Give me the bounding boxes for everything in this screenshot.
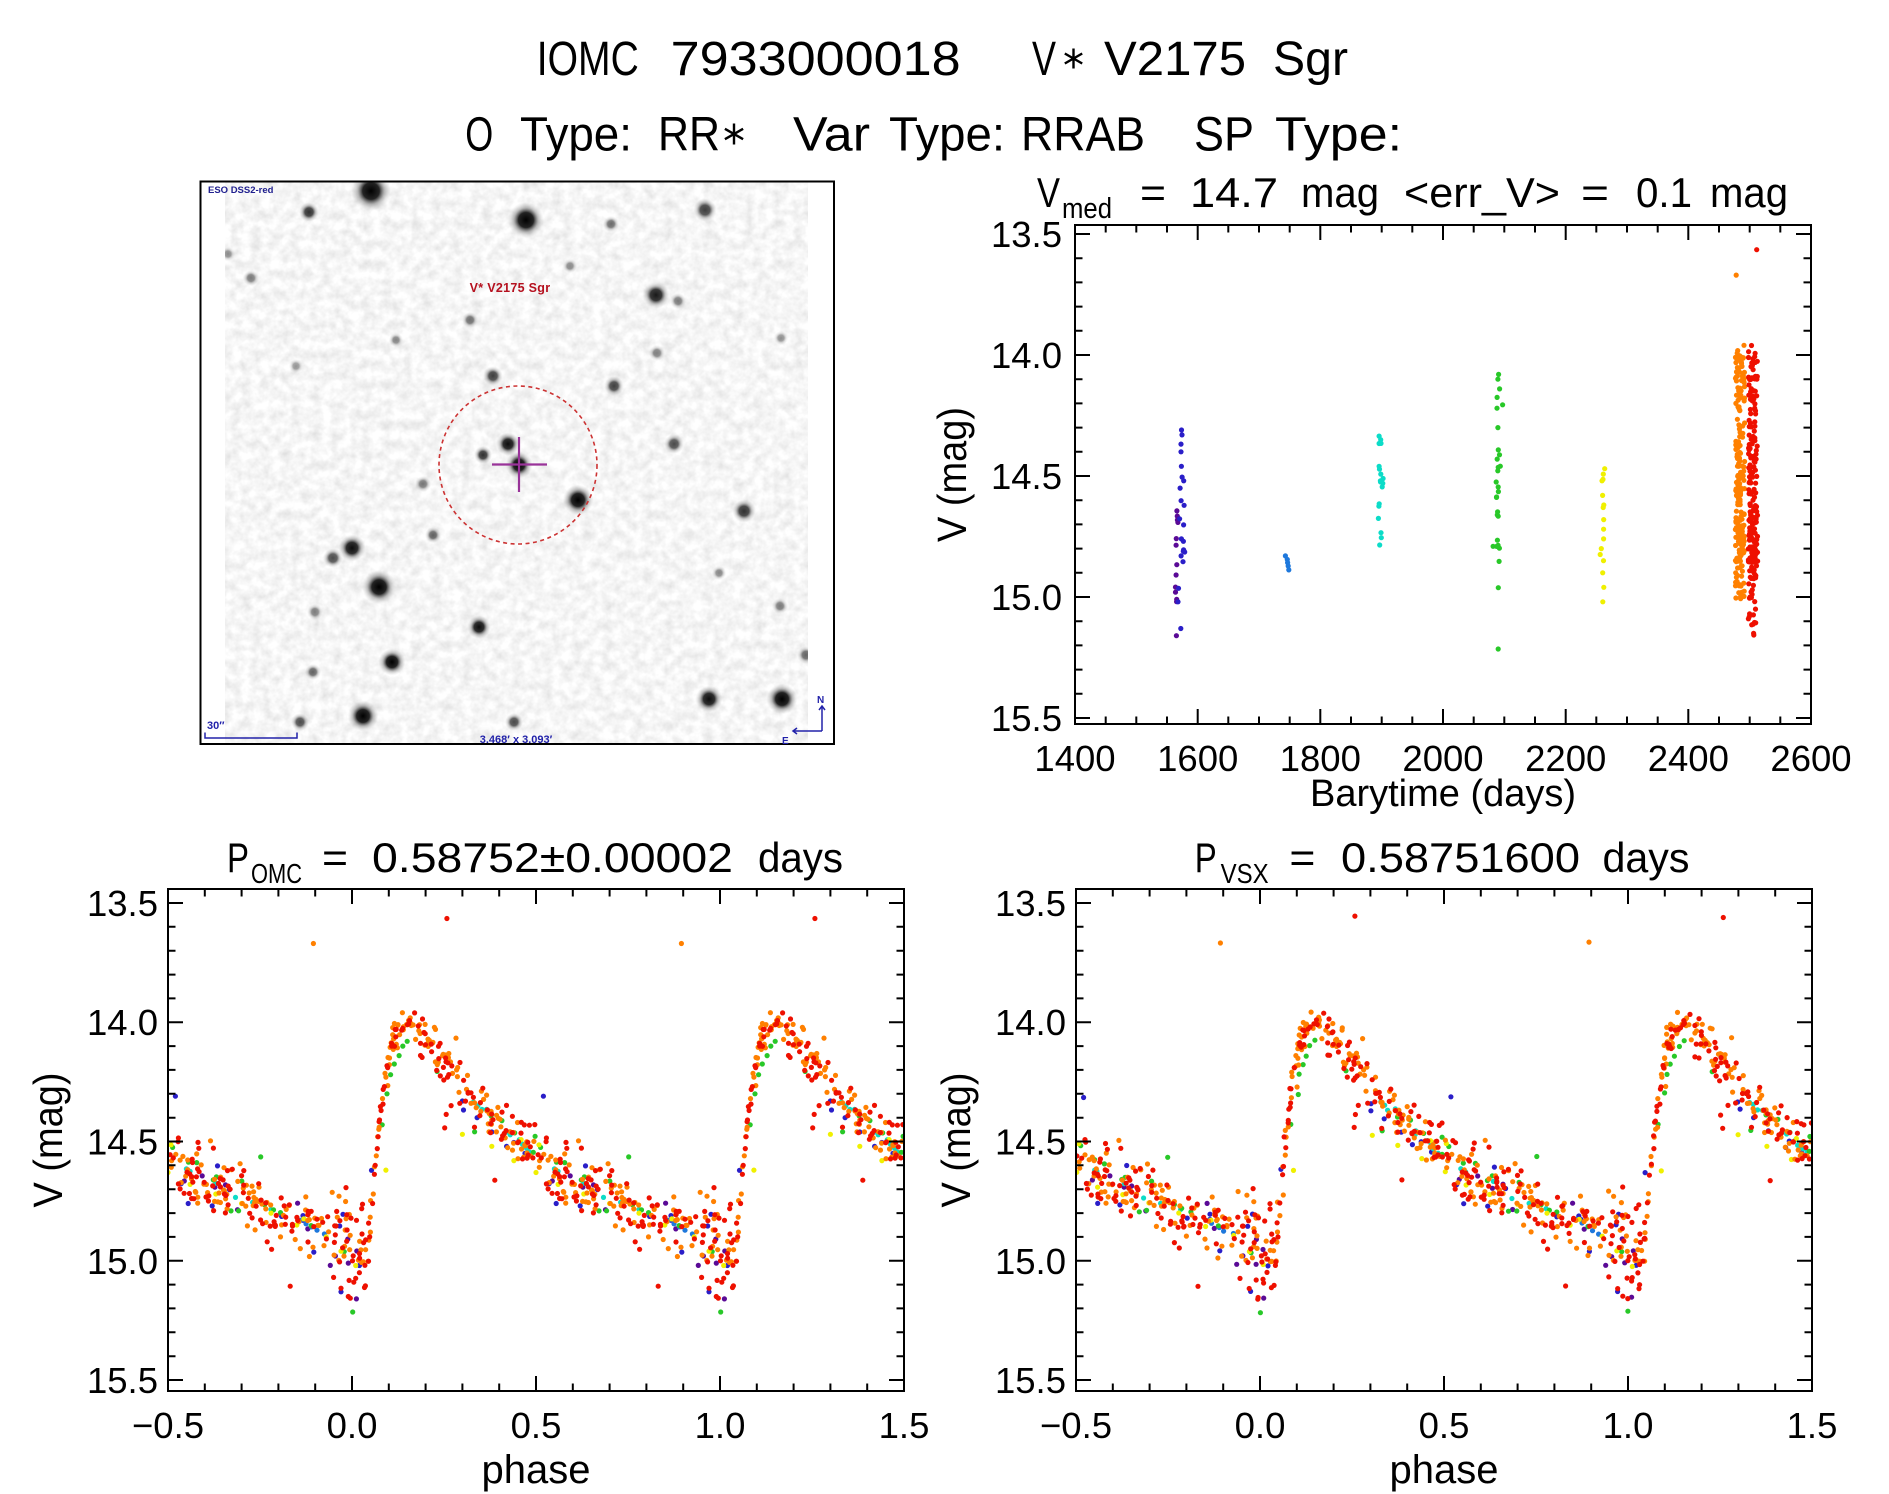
svg-text:14.0: 14.0 bbox=[87, 1002, 158, 1043]
svg-text:days: days bbox=[1603, 834, 1690, 881]
svg-text:phase: phase bbox=[1390, 1448, 1499, 1492]
svg-text:V: V bbox=[1037, 169, 1060, 216]
svg-text:0.1: 0.1 bbox=[1636, 169, 1692, 216]
svg-text:RRAB: RRAB bbox=[1021, 109, 1145, 162]
svg-text:0.5: 0.5 bbox=[1419, 1405, 1470, 1446]
svg-text:1600: 1600 bbox=[1157, 738, 1238, 779]
svg-text:0.58752±0.00002: 0.58752±0.00002 bbox=[372, 834, 733, 881]
svg-text:0.58751600: 0.58751600 bbox=[1341, 834, 1580, 881]
svg-text:phase: phase bbox=[482, 1448, 591, 1492]
svg-text:2000: 2000 bbox=[1402, 738, 1483, 779]
svg-text:0.0: 0.0 bbox=[327, 1405, 378, 1446]
svg-text:13.5: 13.5 bbox=[991, 214, 1062, 255]
svg-text:3.468′ x 3.093′: 3.468′ x 3.093′ bbox=[480, 734, 553, 746]
svg-text:Var: Var bbox=[793, 109, 870, 162]
svg-text:−0.5: −0.5 bbox=[1040, 1405, 1112, 1446]
svg-text:2600: 2600 bbox=[1770, 738, 1851, 779]
svg-text:V: V bbox=[1032, 33, 1056, 86]
svg-text:=: = bbox=[1581, 169, 1609, 216]
svg-text:mag: mag bbox=[1710, 169, 1788, 216]
svg-text:P: P bbox=[1195, 834, 1217, 881]
svg-text:1800: 1800 bbox=[1280, 738, 1361, 779]
svg-text:1400: 1400 bbox=[1034, 738, 1115, 779]
svg-text:14.0: 14.0 bbox=[995, 1002, 1066, 1043]
svg-text:13.5: 13.5 bbox=[87, 883, 158, 924]
svg-text:VSX: VSX bbox=[1221, 858, 1269, 889]
svg-text:14.0: 14.0 bbox=[991, 335, 1062, 376]
svg-text:Sgr: Sgr bbox=[1273, 33, 1348, 86]
svg-text:=: = bbox=[1289, 834, 1315, 881]
svg-text:2200: 2200 bbox=[1525, 738, 1606, 779]
svg-text:Type:: Type: bbox=[520, 109, 632, 162]
svg-text:14.5: 14.5 bbox=[995, 1122, 1066, 1163]
svg-text:15.5: 15.5 bbox=[87, 1360, 158, 1401]
svg-text:7933000018: 7933000018 bbox=[671, 33, 961, 86]
svg-text:ESO DSS2-red: ESO DSS2-red bbox=[208, 185, 274, 196]
svg-text:med: med bbox=[1062, 193, 1112, 225]
svg-text:0.0: 0.0 bbox=[1235, 1405, 1286, 1446]
svg-text:1.0: 1.0 bbox=[1603, 1405, 1654, 1446]
svg-text:30″: 30″ bbox=[207, 720, 225, 732]
svg-text:14.5: 14.5 bbox=[87, 1122, 158, 1163]
svg-text:0.5: 0.5 bbox=[511, 1405, 562, 1446]
svg-text:V (mag): V (mag) bbox=[933, 1073, 979, 1208]
svg-text:P: P bbox=[227, 834, 249, 881]
svg-text:−0.5: −0.5 bbox=[132, 1405, 204, 1446]
svg-text:V (mag): V (mag) bbox=[25, 1073, 71, 1208]
svg-text:Barytime (days): Barytime (days) bbox=[1310, 773, 1576, 815]
svg-text:days: days bbox=[758, 834, 843, 881]
svg-text:Type:: Type: bbox=[1275, 109, 1402, 162]
svg-text:15.0: 15.0 bbox=[991, 577, 1062, 618]
svg-text:14.7: 14.7 bbox=[1190, 169, 1278, 216]
svg-text:=: = bbox=[322, 834, 348, 881]
svg-text:1.5: 1.5 bbox=[879, 1405, 930, 1446]
svg-text:V (mag): V (mag) bbox=[929, 407, 975, 542]
svg-text:2400: 2400 bbox=[1648, 738, 1729, 779]
svg-text:E: E bbox=[782, 736, 789, 747]
svg-text:15.5: 15.5 bbox=[995, 1360, 1066, 1401]
svg-text:OMC: OMC bbox=[251, 858, 302, 889]
svg-text:14.5: 14.5 bbox=[991, 456, 1062, 497]
svg-text:IOMC: IOMC bbox=[537, 33, 639, 86]
svg-text:V* V2175 Sgr: V* V2175 Sgr bbox=[470, 281, 551, 295]
svg-text:RR: RR bbox=[658, 109, 720, 162]
svg-text:13.5: 13.5 bbox=[995, 883, 1066, 924]
svg-text:15.0: 15.0 bbox=[87, 1241, 158, 1282]
svg-text:15.0: 15.0 bbox=[995, 1241, 1066, 1282]
svg-text:N: N bbox=[817, 695, 824, 706]
svg-text:1.0: 1.0 bbox=[695, 1405, 746, 1446]
svg-text:O: O bbox=[465, 109, 493, 162]
svg-text:mag: mag bbox=[1301, 169, 1379, 216]
svg-text:1.5: 1.5 bbox=[1787, 1405, 1838, 1446]
svg-text:15.5: 15.5 bbox=[991, 698, 1062, 739]
svg-text:V2175: V2175 bbox=[1104, 33, 1246, 86]
svg-text:Type:: Type: bbox=[889, 109, 1005, 162]
svg-text:SP: SP bbox=[1194, 109, 1254, 162]
svg-text:<err_V>: <err_V> bbox=[1404, 169, 1560, 216]
svg-text:=: = bbox=[1140, 169, 1166, 216]
